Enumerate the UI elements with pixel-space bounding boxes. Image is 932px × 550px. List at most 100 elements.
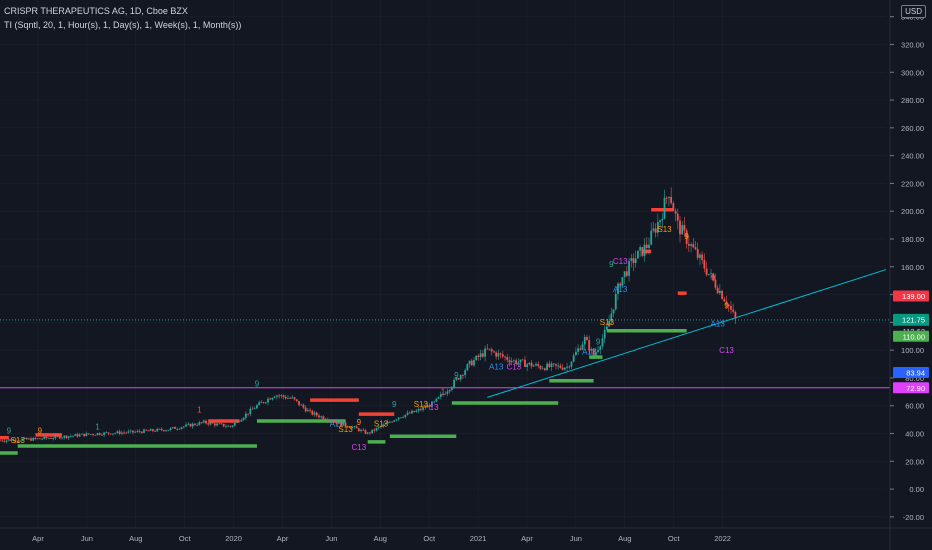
y-tick-label: 40.00	[905, 430, 924, 439]
candle-body	[320, 416, 323, 418]
td-label: A13	[489, 363, 504, 372]
y-tick-label: 260.00	[901, 124, 924, 133]
candle-body	[191, 423, 194, 427]
candle-body	[302, 404, 305, 408]
candle-body	[705, 268, 708, 275]
candle-body	[280, 395, 283, 397]
candle-body	[196, 424, 199, 426]
candle-body	[14, 439, 17, 442]
x-tick-label: 2022	[714, 534, 731, 543]
td-label: 9	[711, 274, 716, 283]
candle-body	[284, 396, 287, 399]
candle-body	[107, 432, 110, 434]
candle-body	[362, 429, 365, 431]
candle-body	[311, 410, 314, 415]
candle-body	[422, 407, 424, 410]
td-label: A13	[582, 347, 597, 356]
candle-body	[504, 356, 506, 358]
candle-body	[351, 427, 354, 428]
candle-body	[158, 428, 161, 430]
candle-body	[400, 417, 402, 419]
candle-body	[528, 362, 531, 365]
candle-body	[92, 434, 94, 435]
rising-trendline	[487, 269, 887, 398]
candle-body	[608, 321, 611, 327]
candle-body	[521, 359, 524, 361]
candle-body	[417, 408, 420, 411]
candle-body	[606, 326, 608, 330]
candle-body	[103, 432, 106, 435]
candle-body	[532, 365, 535, 367]
candle-body	[462, 375, 464, 376]
candle-body	[450, 387, 453, 390]
y-tick-label: 200.00	[901, 207, 924, 216]
candle-body	[512, 360, 515, 362]
candle-body	[506, 357, 509, 361]
td-label: A13	[711, 320, 726, 329]
candle-body	[253, 408, 256, 410]
candle-body	[406, 412, 409, 415]
y-tick-label: 80.00	[905, 374, 924, 383]
candle-body	[373, 429, 376, 431]
indicator-legend[interactable]: TI (Sqntl, 20, 1, Hour(s), 1, Day(s), 1,…	[4, 20, 242, 30]
candle-body	[238, 420, 241, 422]
candle-body	[156, 428, 159, 432]
x-tick-label: 2021	[470, 534, 487, 543]
candle-body	[535, 364, 537, 366]
candle-body	[295, 399, 298, 402]
candle-body	[47, 438, 50, 439]
candle-body	[174, 427, 176, 429]
td-label: 9	[357, 418, 362, 427]
y-tick-label: 320.00	[901, 40, 924, 49]
candle-body	[601, 338, 604, 347]
candle-body	[546, 363, 549, 371]
candle-body	[475, 355, 478, 360]
candle-body	[74, 434, 77, 436]
chart-title: CRISPR THERAPEUTICS AG, 1D, Cboe BZX	[4, 6, 188, 16]
candle-body	[539, 366, 542, 369]
candle-body	[656, 222, 659, 233]
candle-body	[185, 424, 187, 427]
candle-body	[120, 432, 123, 434]
candle-body	[21, 439, 24, 441]
candle-body	[366, 432, 369, 434]
candle-body	[568, 366, 571, 368]
x-tick-label: Oct	[668, 534, 681, 543]
candle-body	[27, 438, 30, 440]
candle-body	[575, 351, 577, 356]
candle-body	[493, 351, 495, 353]
candle-body	[324, 419, 327, 420]
candle-body	[614, 293, 617, 310]
candle-body	[415, 410, 418, 413]
currency-badge[interactable]: USD	[901, 5, 926, 18]
candle-body	[497, 353, 500, 357]
candle-body	[143, 429, 145, 433]
x-tick-label: Jun	[81, 534, 93, 543]
candle-body	[180, 427, 183, 429]
candle-body	[510, 361, 513, 363]
x-tick-label: Apr	[32, 534, 44, 543]
candle-body	[477, 355, 480, 358]
candle-body	[147, 430, 150, 432]
candle-body	[634, 258, 637, 264]
candle-body	[541, 368, 544, 370]
candle-body	[240, 419, 243, 422]
candle-body	[355, 426, 358, 429]
td-label: 9	[454, 371, 459, 380]
candle-body	[264, 402, 267, 404]
candle-body	[309, 410, 311, 411]
candle-body	[723, 298, 726, 302]
candle-body	[468, 360, 471, 365]
candle-body	[269, 398, 272, 400]
candle-body	[559, 365, 562, 368]
candle-body	[67, 436, 70, 438]
candle-body	[134, 431, 137, 433]
candle-body	[712, 273, 715, 280]
candle-body	[65, 435, 68, 438]
candle-body	[318, 415, 320, 418]
candle-body	[583, 337, 586, 345]
candle-body	[105, 432, 108, 434]
td-label: 1	[95, 422, 100, 431]
candle-body	[52, 438, 55, 440]
